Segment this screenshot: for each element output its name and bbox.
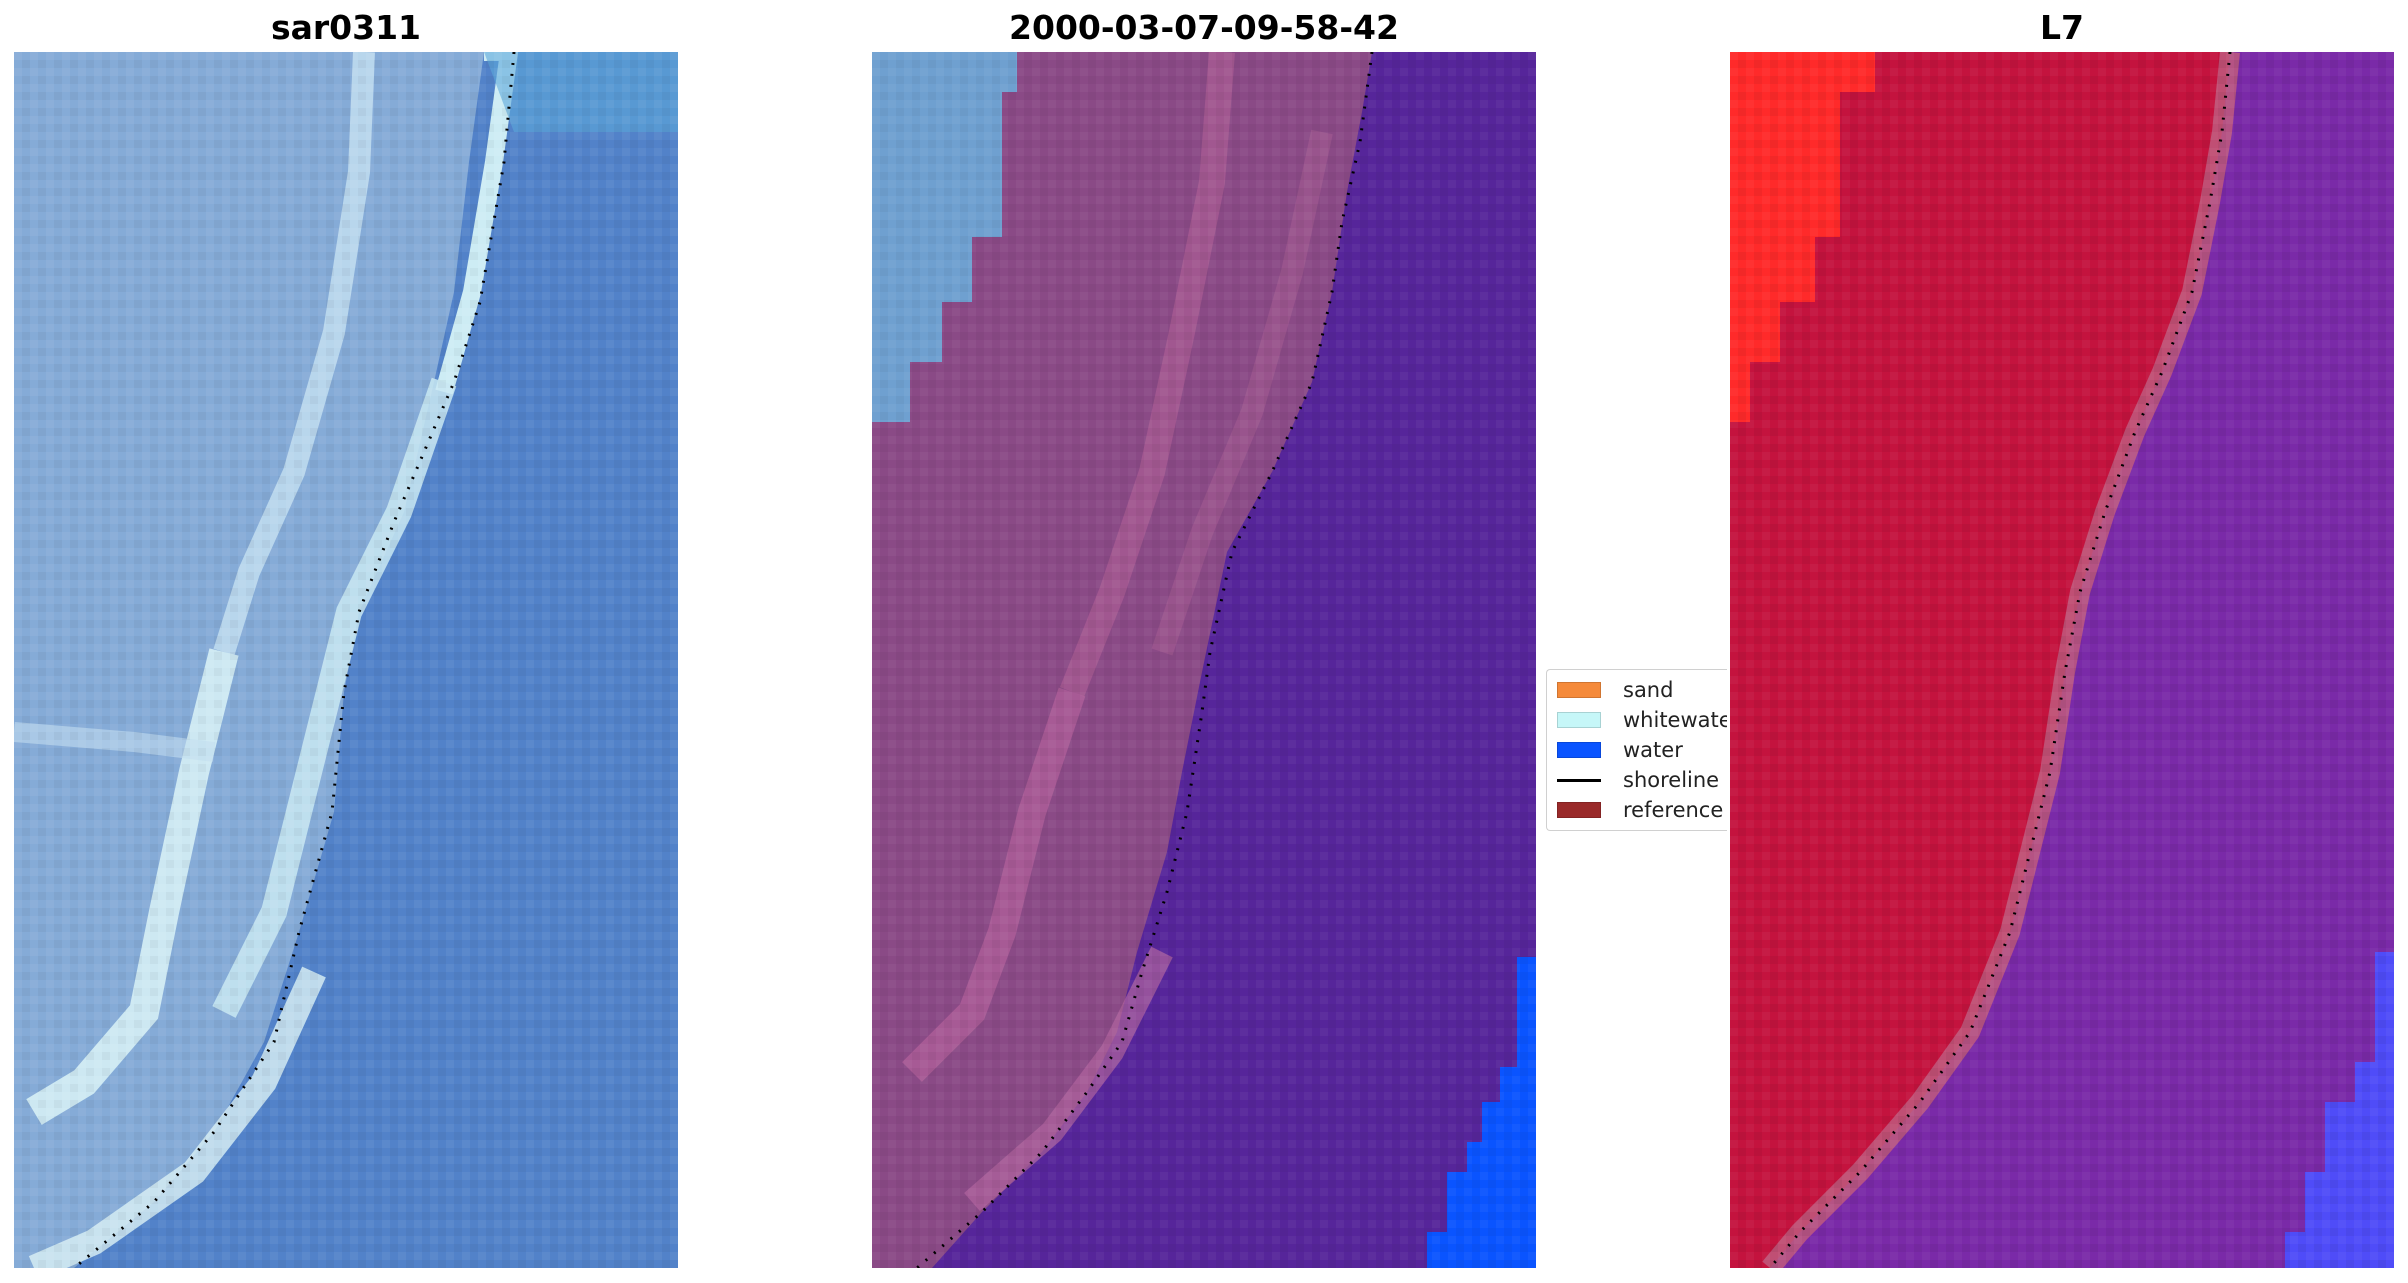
panel-title-2: 2000-03-07-09-58-42: [1009, 8, 1399, 47]
legend-item-reference: reference s: [1557, 798, 1727, 822]
legend-label: whitewater: [1623, 708, 1727, 732]
panel-title-3: L7: [2040, 8, 2084, 47]
legend-label: sand: [1623, 678, 1674, 702]
sand-swatch: [1557, 682, 1601, 698]
index-image-panel: [1730, 52, 2394, 1268]
index-image: [1730, 52, 2394, 1268]
legend-label: water: [1623, 738, 1683, 762]
classified-image: [872, 52, 1536, 1268]
legend-item-sand: sand: [1557, 678, 1673, 702]
legend-label: reference s: [1623, 798, 1727, 822]
panel-title-1: sar0311: [270, 8, 422, 47]
water-swatch: [1557, 742, 1601, 758]
shoreline-line-swatch: [1557, 778, 1601, 782]
legend-item-shoreline: shoreline: [1557, 768, 1719, 792]
rgb-image-panel: [14, 52, 678, 1268]
reference-swatch: [1557, 802, 1601, 818]
rgb-image: [14, 52, 678, 1268]
whitewater-swatch: [1557, 712, 1601, 728]
legend-item-whitewater: whitewater: [1557, 708, 1727, 732]
shoreline-2: [916, 52, 1374, 1268]
legend: sand whitewater water shoreline referenc…: [1546, 669, 1727, 831]
legend-label: shoreline: [1623, 768, 1720, 792]
legend-item-water: water: [1557, 738, 1683, 762]
classified-image-panel: [872, 52, 1536, 1268]
